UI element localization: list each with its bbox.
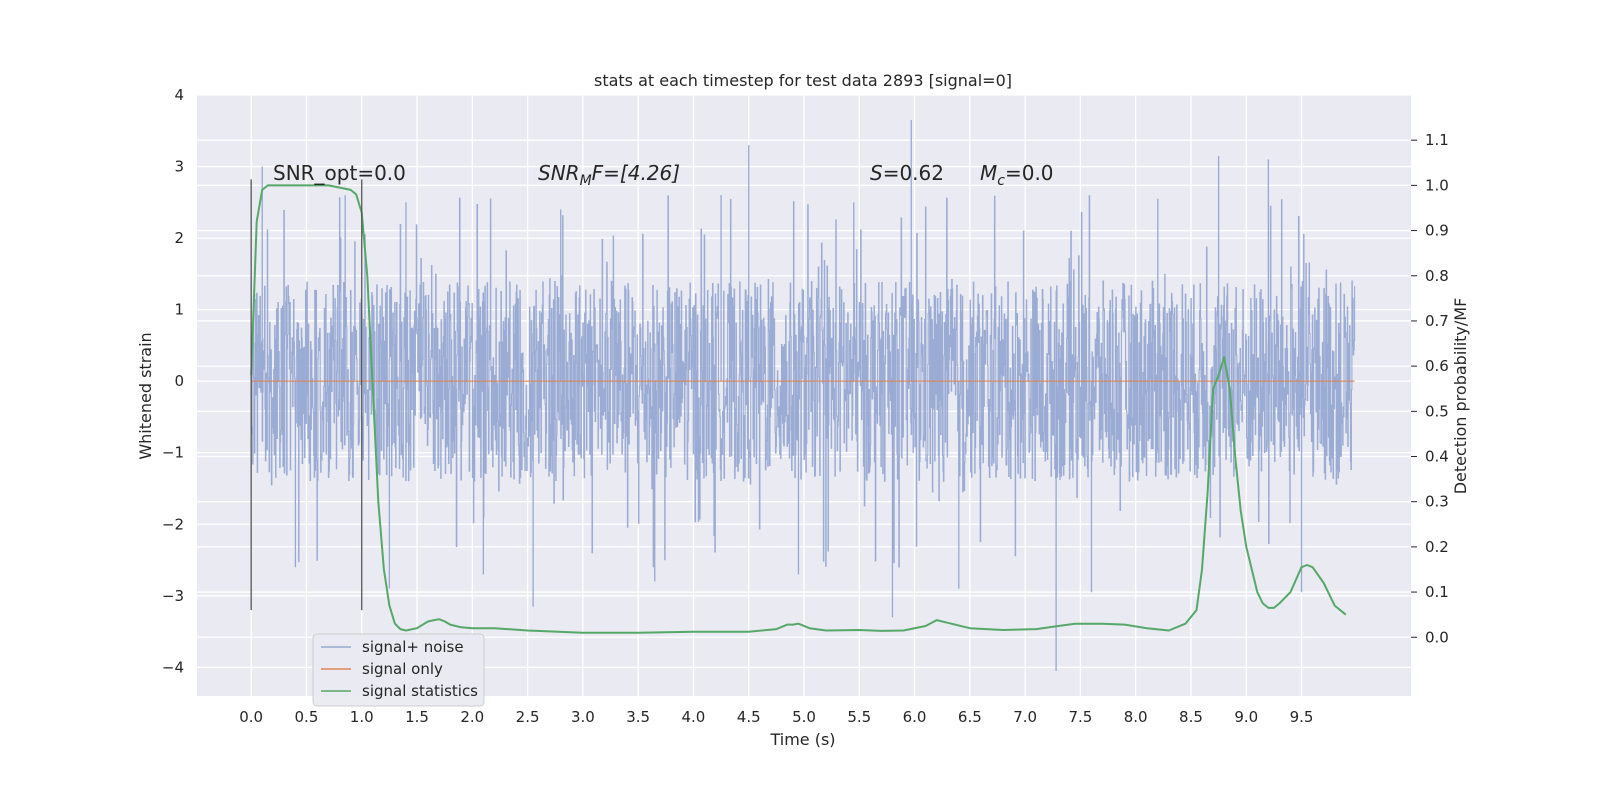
statistics-line: [250, 184, 1347, 634]
x-tick-label: 7.5: [1068, 708, 1092, 726]
x-tick-label: 5.5: [847, 708, 871, 726]
y-tick-label: 0: [174, 372, 184, 390]
y2-axis-label: Detection probability/MF: [1451, 298, 1470, 495]
x-tick-label: 8.0: [1124, 708, 1148, 726]
annotation-s-rest: =0.62: [883, 161, 944, 185]
legend-box: [312, 633, 485, 707]
legend-label-statistics: signal statistics: [362, 682, 478, 700]
x-tick-label: 9.0: [1234, 708, 1258, 726]
legend: signal+ noise signal only signal statist…: [312, 633, 485, 707]
y-tick-label: −1: [162, 444, 184, 462]
x-tick-label: 1.0: [350, 708, 374, 726]
y2-tick-label: 0.7: [1425, 312, 1449, 330]
y-tick-label: 2: [174, 229, 184, 247]
y-tick-label: −4: [162, 658, 184, 676]
y2-axis-ticks: 0.0 0.1 0.2 0.3 0.4 0.5 0.6 0.7 0.8 0.9 1.0 1.1: [1411, 131, 1449, 646]
annotation-snr-mf: SNRMF=[4.26]: [538, 161, 680, 189]
noise-series: [250, 120, 1356, 671]
x-tick-label: 3.5: [626, 708, 650, 726]
x-tick-label: 1.5: [405, 708, 429, 726]
annotation-mc-main: M: [980, 161, 997, 185]
y-tick-label: 1: [174, 301, 184, 319]
annotation-mc-rest: =0.0: [1005, 161, 1054, 185]
x-tick-label: 0.5: [295, 708, 319, 726]
y2-tick-label: 0.4: [1425, 448, 1449, 466]
x-tick-label: 6.5: [958, 708, 982, 726]
x-tick-label: 6.0: [903, 708, 927, 726]
annotation-s-main: S: [870, 161, 883, 185]
x-tick-label: 2.5: [516, 708, 540, 726]
y2-tick-label: 1.1: [1425, 131, 1449, 149]
y-axis-label: Whitened strain: [136, 332, 155, 459]
y2-tick-label: 0.1: [1425, 583, 1449, 601]
x-axis-label: Time (s): [769, 730, 835, 749]
annotation-mc-sub: c: [997, 173, 1005, 189]
noise-trace: [250, 195, 1356, 568]
y2-tick-label: 0.2: [1425, 538, 1449, 556]
y2-tick-label: 0.6: [1425, 357, 1449, 375]
legend-label-noise: signal+ noise: [362, 638, 464, 656]
window-lines: [250, 179, 363, 611]
chart-title: stats at each timestep for test data 289…: [594, 71, 1012, 90]
annotation-mc: Mc=0.0: [980, 161, 1054, 189]
y-axis-ticks: 4 3 2 1 0 −1 −2 −3 −4: [162, 86, 184, 676]
legend-label-signal-only: signal only: [362, 660, 443, 678]
x-tick-label: 4.0: [682, 708, 706, 726]
x-tick-label: 4.5: [737, 708, 761, 726]
annotation-snr-mf-rest: F=[4.26]: [592, 161, 680, 185]
x-tick-label: 2.0: [460, 708, 484, 726]
annotation-snr-opt-text: SNR_opt=0.0: [273, 161, 406, 185]
annotation-snr-opt: SNR_opt=0.0: [273, 161, 406, 185]
y-tick-label: −3: [162, 587, 184, 605]
y2-tick-label: 0.3: [1425, 493, 1449, 511]
annotation-snr-mf-main: SNR: [538, 161, 580, 185]
statistics-series: [250, 184, 1347, 634]
y2-tick-label: 0.5: [1425, 402, 1449, 420]
y2-tick-label: 0.0: [1425, 628, 1449, 646]
y-tick-label: 3: [174, 158, 184, 176]
annotation-s: S=0.62: [870, 161, 944, 185]
annotation-snr-mf-rest-text: F=[4.26]: [592, 161, 680, 185]
annotation-snr-mf-sub: M: [580, 173, 592, 189]
x-axis-ticks: 0.0 0.5 1.0 1.5 2.0 2.5 3.0 3.5 4.0 4.5 5.0 5.5 6.0 6…: [239, 708, 1313, 726]
annotations: SNR_opt=0.0 SNRMF=[4.26] S=0.62 Mc=0.0: [273, 161, 1054, 189]
x-tick-label: 0.0: [239, 708, 263, 726]
y2-tick-label: 1.0: [1425, 176, 1449, 194]
x-tick-label: 3.0: [571, 708, 595, 726]
x-tick-label: 8.5: [1179, 708, 1203, 726]
y2-tick-label: 0.9: [1425, 222, 1449, 240]
y2-tick-label: 0.8: [1425, 267, 1449, 285]
x-tick-label: 9.5: [1290, 708, 1314, 726]
y-tick-label: 4: [174, 86, 184, 104]
x-tick-label: 5.0: [792, 708, 816, 726]
y-tick-label: −2: [162, 515, 184, 533]
x-tick-label: 7.0: [1013, 708, 1037, 726]
